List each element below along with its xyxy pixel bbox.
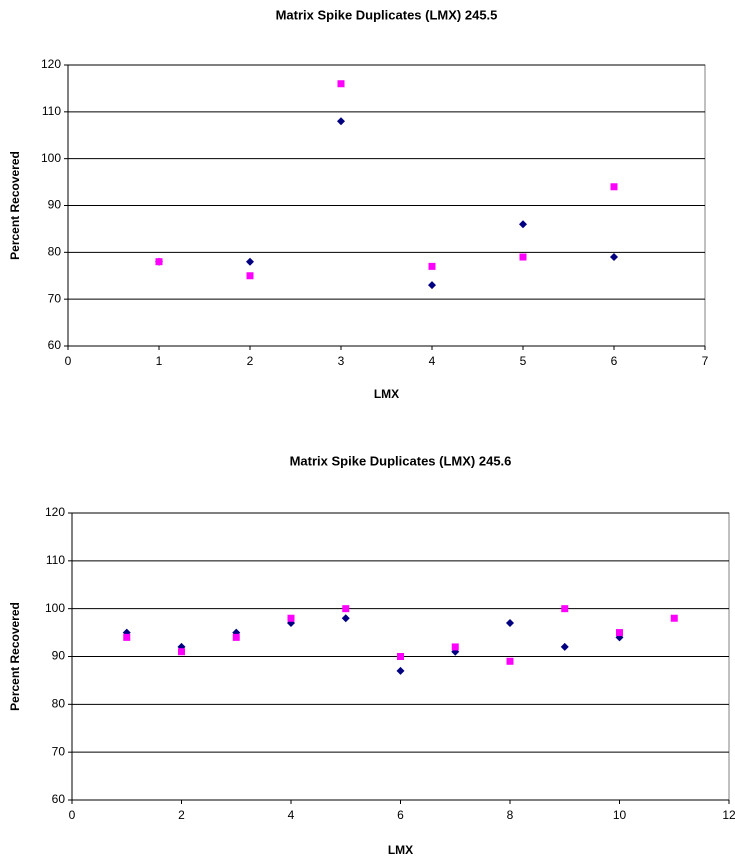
y-tick-label: 80	[52, 697, 66, 711]
point	[519, 253, 527, 261]
point	[337, 117, 345, 126]
point	[560, 642, 569, 651]
y-tick-label: 90	[52, 649, 66, 663]
point	[519, 220, 527, 229]
x-tick-label: 6	[397, 808, 404, 822]
y-tick-label: 100	[41, 151, 61, 165]
y-tick-label: 80	[48, 245, 62, 259]
x-tick-label: 4	[288, 808, 295, 822]
x-tick-label: 5	[520, 354, 527, 368]
x-tick-label: 2	[178, 808, 185, 822]
point	[178, 648, 185, 656]
chart-title: Matrix Spike Duplicates (LMX) 245.6	[290, 453, 512, 468]
point	[428, 262, 436, 270]
point	[670, 614, 678, 622]
x-tick-label: 0	[65, 354, 72, 368]
y-tick-label: 110	[46, 553, 65, 567]
point	[341, 614, 350, 623]
x-tick-label: 0	[69, 808, 76, 822]
point	[337, 80, 345, 88]
point	[123, 633, 131, 641]
x-axis-label: LMX	[388, 843, 413, 857]
x-tick-label: 2	[247, 354, 254, 368]
point	[232, 633, 240, 641]
y-tick-label: 120	[41, 57, 61, 71]
point	[610, 183, 618, 191]
point	[342, 605, 350, 613]
y-axis-label: Percent Recovered	[8, 602, 22, 711]
point	[397, 653, 404, 660]
y-tick-label: 90	[48, 198, 62, 212]
y-tick-label: 60	[52, 792, 66, 806]
y-tick-label: 110	[42, 104, 61, 118]
x-tick-label: 12	[722, 808, 735, 822]
point	[246, 257, 254, 266]
point	[506, 657, 514, 665]
point	[396, 666, 405, 675]
point	[610, 253, 618, 262]
x-tick-label: 6	[611, 354, 618, 368]
point	[428, 281, 436, 290]
x-axis-label: LMX	[374, 387, 399, 401]
point	[506, 619, 514, 628]
point	[451, 643, 459, 651]
point	[155, 258, 163, 266]
point	[561, 605, 569, 613]
y-tick-label: 120	[45, 505, 65, 519]
y-tick-label: 70	[48, 291, 62, 305]
x-tick-label: 3	[338, 354, 345, 368]
x-tick-label: 4	[429, 354, 436, 368]
y-tick-label: 70	[52, 744, 66, 758]
x-tick-label: 8	[507, 808, 514, 822]
point	[616, 629, 623, 637]
point	[287, 614, 295, 622]
chart-title: Matrix Spike Duplicates (LMX) 245.5	[276, 7, 498, 22]
y-tick-label: 100	[45, 601, 65, 615]
point	[246, 272, 254, 280]
x-tick-label: 10	[613, 808, 627, 822]
x-tick-label: 7	[702, 354, 709, 368]
y-axis-label: Percent Recovered	[8, 151, 22, 260]
x-tick-label: 1	[156, 354, 163, 368]
y-tick-label: 60	[48, 338, 62, 352]
